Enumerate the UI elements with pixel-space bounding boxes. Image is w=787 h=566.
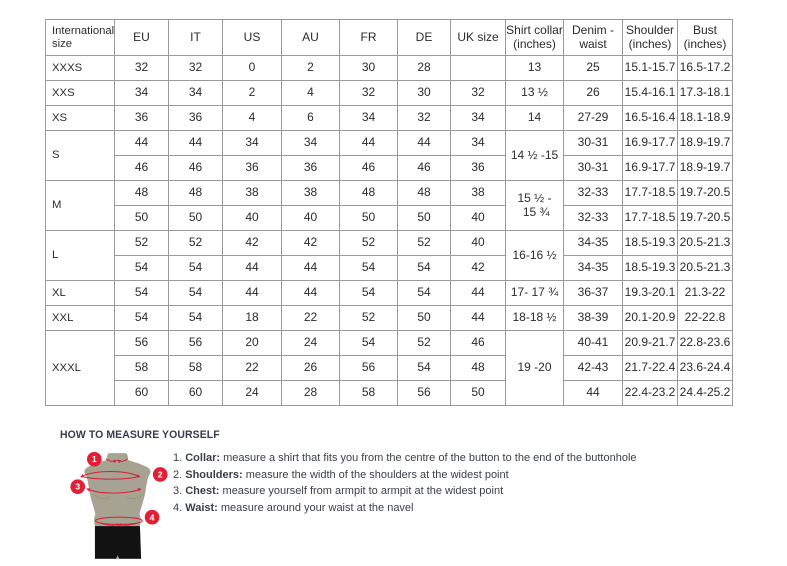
svg-text:3: 3	[75, 482, 80, 492]
svg-text:2: 2	[158, 470, 163, 480]
svg-text:4: 4	[150, 512, 155, 522]
svg-text:1: 1	[92, 454, 97, 464]
